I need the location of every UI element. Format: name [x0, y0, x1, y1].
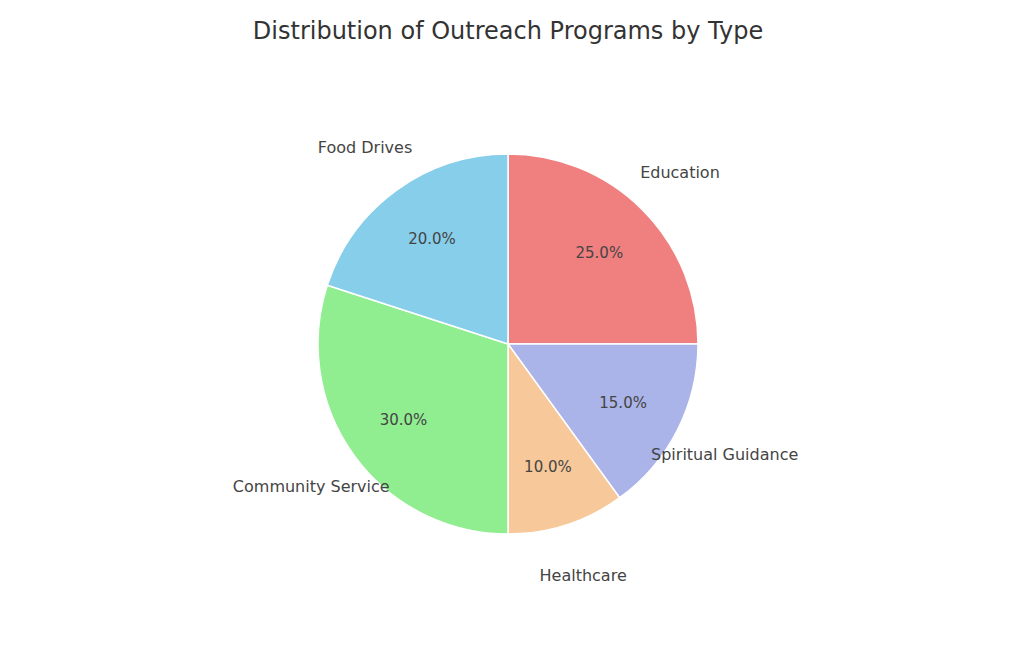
- svg-text:15.0%: 15.0%: [599, 394, 647, 412]
- svg-text:20.0%: 20.0%: [408, 230, 456, 248]
- svg-text:Spiritual Guidance: Spiritual Guidance: [651, 445, 798, 464]
- html-text:Distribution of Outreach Progr: Distribution of Outreach Programs by Typ…: [252, 17, 764, 45]
- svg-text:30.0%: 30.0%: [380, 411, 428, 429]
- svg-text:Education: Education: [640, 163, 720, 182]
- svg-text:Healthcare: Healthcare: [540, 566, 627, 585]
- svg-text:Food Drives: Food Drives: [318, 138, 412, 157]
- svg-text:25.0%: 25.0%: [576, 244, 624, 262]
- svg-text:Community Service: Community Service: [233, 477, 390, 496]
- svg-text:10.0%: 10.0%: [524, 458, 572, 476]
